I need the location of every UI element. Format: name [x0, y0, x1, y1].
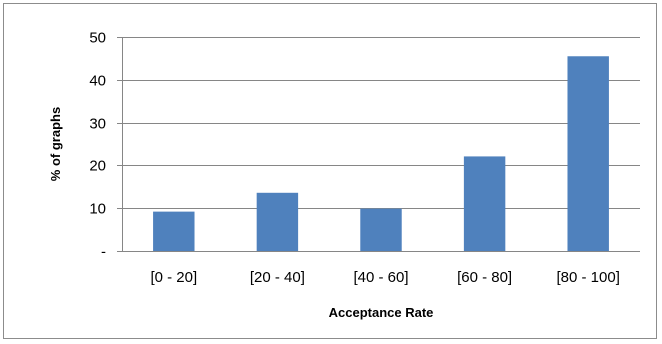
bars — [153, 56, 609, 252]
x-tick-label: [80 - 100] — [557, 269, 620, 286]
y-tick-label: 10 — [89, 201, 106, 218]
x-tick-label: [20 - 40] — [250, 269, 305, 286]
bar — [567, 56, 609, 252]
y-axis-title: % of graphs — [48, 107, 63, 181]
y-tick-label: 30 — [89, 116, 106, 133]
bar — [360, 208, 402, 251]
y-axis-ticks: - 10 20 30 40 50 — [89, 30, 106, 261]
bar — [463, 156, 506, 251]
y-tick-label: 50 — [89, 30, 106, 47]
bar — [153, 211, 195, 251]
bar — [256, 192, 299, 251]
x-tick-label: [40 - 60] — [353, 269, 408, 286]
chart-area — [3, 3, 657, 339]
x-tick-label: [0 - 20] — [150, 269, 197, 286]
x-tick-label: [60 - 80] — [457, 269, 512, 286]
x-axis-ticks: [0 - 20] [20 - 40] [40 - 60] [60 - 80] [80 -… — [150, 269, 619, 286]
y-tick-label: 40 — [89, 73, 106, 90]
x-axis-title: Acceptance Rate — [329, 305, 434, 320]
gridlines — [117, 37, 640, 252]
y-tick-label: - — [101, 244, 106, 261]
y-tick-label: 20 — [89, 158, 106, 175]
